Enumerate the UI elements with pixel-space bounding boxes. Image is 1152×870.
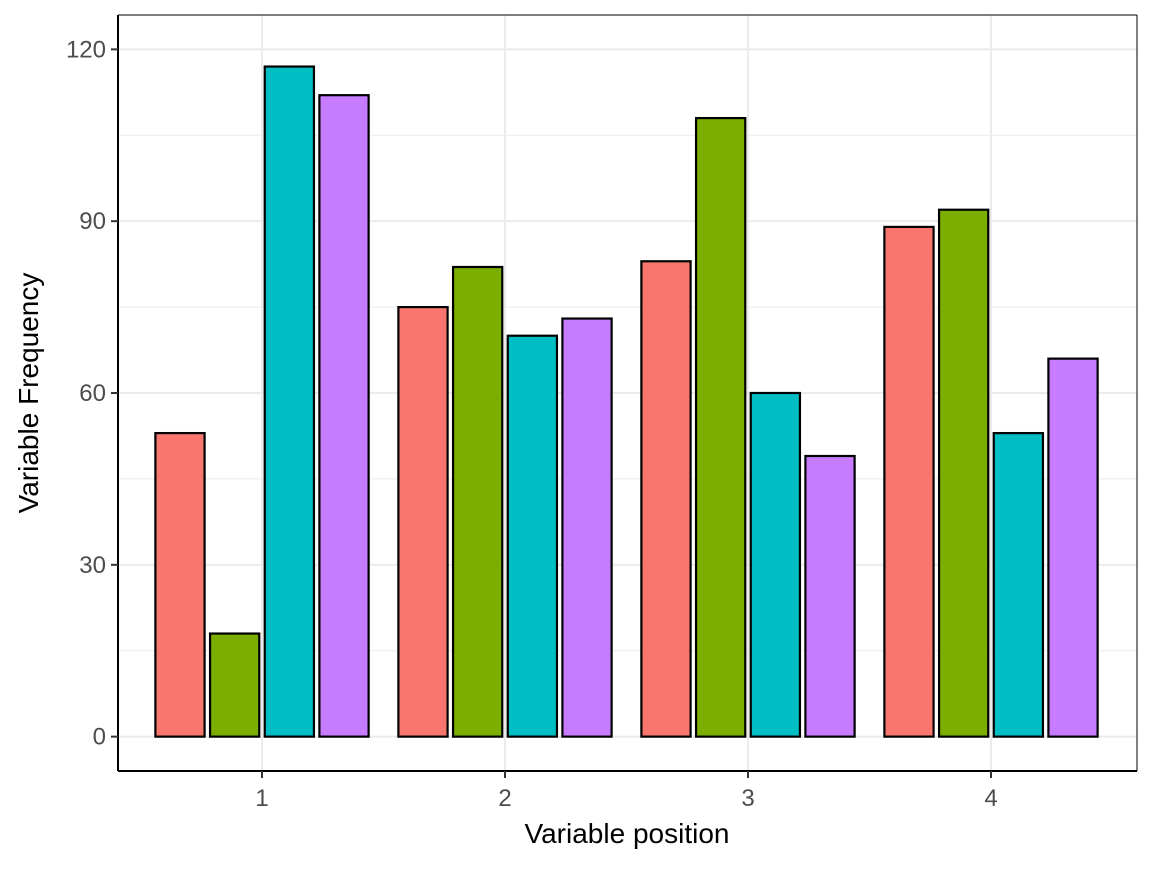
y-tick-label: 60 (79, 380, 106, 407)
y-tick-label: 30 (79, 552, 106, 579)
y-axis-title: Variable Frequency (13, 273, 44, 514)
x-tick-label: 3 (741, 785, 754, 812)
y-tick-label: 90 (79, 208, 106, 235)
x-axis-title: Variable position (525, 818, 730, 849)
bar (397, 305, 449, 738)
y-tick-label: 0 (93, 724, 106, 751)
bar (1047, 357, 1099, 738)
bar (154, 431, 206, 738)
bar (506, 334, 559, 738)
x-tick-label: 1 (255, 785, 268, 812)
bar (883, 225, 935, 738)
bar (318, 94, 370, 738)
x-tick-label: 2 (498, 785, 511, 812)
bar (992, 431, 1045, 738)
x-tick-label: 4 (984, 785, 997, 812)
bars (154, 65, 1099, 738)
bar (208, 632, 261, 738)
bar (694, 116, 747, 738)
bar (640, 260, 692, 738)
bar (263, 65, 316, 738)
y-tick-label: 120 (66, 36, 106, 63)
bar (749, 391, 802, 738)
bar (937, 208, 990, 738)
bar (561, 317, 613, 738)
axis-ticks: 0 30 60 90 120 1 2 3 4 (66, 36, 998, 812)
bar (804, 454, 856, 738)
bar (451, 265, 504, 738)
